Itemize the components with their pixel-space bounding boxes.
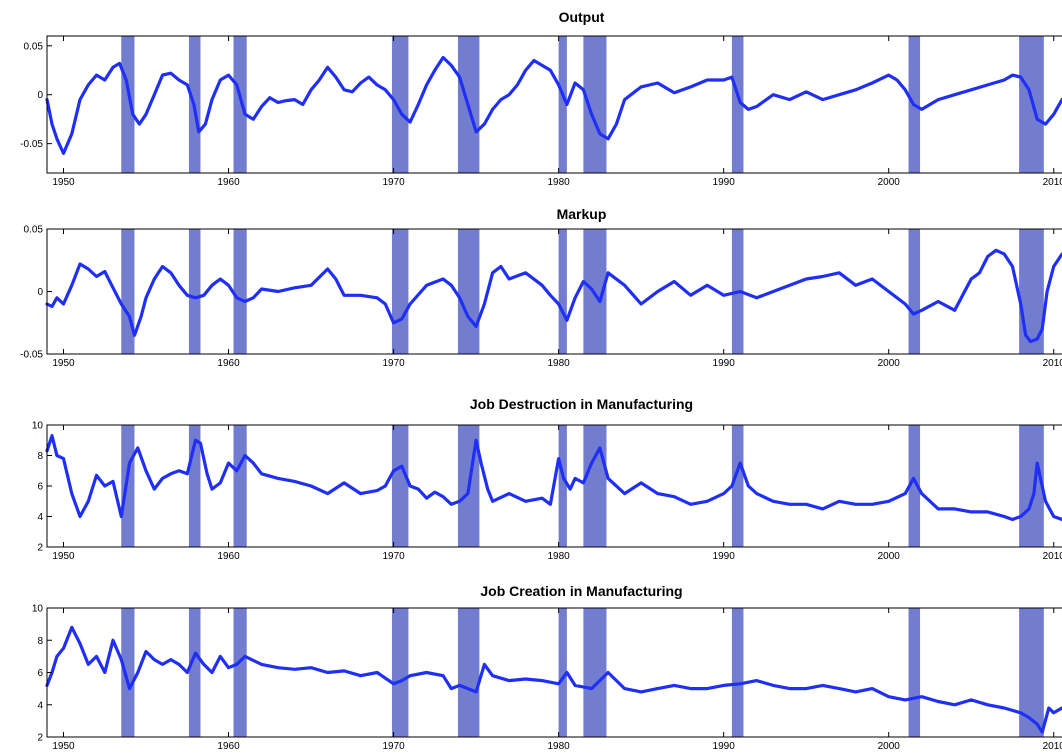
panel-title: Markup: [557, 206, 607, 222]
y-tick-label: 4: [37, 512, 43, 523]
y-tick-label: 8: [37, 636, 43, 647]
x-tick-label: 2000: [878, 551, 901, 562]
recession-band: [188, 608, 201, 737]
recession-band: [188, 229, 201, 354]
x-tick-label: 1960: [217, 177, 240, 188]
y-tick-label: 0: [37, 287, 43, 298]
x-tick-label: 1950: [52, 177, 75, 188]
x-tick-label: 1980: [548, 741, 571, 752]
panel-title: Job Destruction in Manufacturing: [470, 396, 693, 412]
x-tick-label: 1980: [548, 177, 571, 188]
x-tick-label: 1960: [217, 741, 240, 752]
x-tick-label: 2000: [878, 358, 901, 369]
panel-3: 1950 1960 1970 1980 1990 2000 2010 2 4 6 8 10 Job De…: [32, 396, 1062, 562]
x-tick-label: 2000: [878, 177, 901, 188]
x-tick-label: 1950: [52, 551, 75, 562]
panel-title: Job Creation in Manufacturing: [480, 583, 682, 599]
x-tick-label: 1990: [713, 358, 736, 369]
recession-band: [558, 425, 567, 547]
recession-band: [731, 36, 744, 173]
series-line: [45, 434, 1062, 522]
y-tick-label: 6: [37, 482, 43, 493]
recession-band: [391, 608, 409, 737]
series-line: [45, 625, 1062, 734]
recession-band: [908, 425, 921, 547]
panel-title: Output: [559, 9, 605, 25]
recession-band: [121, 36, 135, 173]
axis-frame: [46, 35, 1062, 174]
x-tick-label: 1970: [382, 551, 405, 562]
x-tick-label: 1950: [52, 358, 75, 369]
recession-band: [391, 229, 409, 354]
x-tick-label: 2000: [878, 741, 901, 752]
x-tick-label: 2010: [1043, 177, 1062, 188]
y-tick-label: 6: [37, 668, 43, 679]
x-tick-label: 1990: [713, 177, 736, 188]
recession-band: [121, 425, 135, 547]
series-line: [45, 55, 1062, 155]
x-tick-label: 1960: [217, 358, 240, 369]
y-tick-label: 2: [37, 543, 43, 554]
y-tick-label: -0.05: [20, 350, 43, 361]
recession-band: [583, 425, 607, 547]
recession-band: [121, 229, 135, 354]
y-tick-label: 10: [32, 604, 44, 615]
panel-2: 1950 1960 1970 1980 1990 2000 2010 -0.05 0 0.05 Ma…: [20, 206, 1062, 369]
y-tick-label: 4: [37, 700, 43, 711]
x-tick-label: 1950: [52, 741, 75, 752]
recession-band: [558, 229, 567, 354]
recession-band: [391, 425, 409, 547]
recession-band: [1019, 425, 1044, 547]
x-tick-label: 2010: [1043, 551, 1062, 562]
x-tick-label: 1990: [713, 741, 736, 752]
series-line: [45, 248, 1062, 344]
x-tick-label: 1980: [548, 551, 571, 562]
recession-band: [908, 608, 921, 737]
x-tick-label: 1960: [217, 551, 240, 562]
x-tick-label: 1970: [382, 177, 405, 188]
recession-band: [731, 608, 744, 737]
y-tick-label: 2: [37, 733, 43, 744]
recession-band: [188, 425, 201, 547]
x-tick-label: 1970: [382, 358, 405, 369]
recession-band: [731, 425, 744, 547]
recession-band: [233, 425, 247, 547]
y-tick-label: 8: [37, 451, 43, 462]
y-tick-label: 0.05: [24, 225, 44, 236]
recession-band: [457, 608, 480, 737]
recession-band: [233, 229, 247, 354]
y-tick-label: 10: [32, 421, 44, 432]
recession-band: [583, 36, 607, 173]
y-tick-label: 0: [37, 90, 43, 101]
recession-band: [233, 608, 247, 737]
x-tick-label: 1980: [548, 358, 571, 369]
recession-band: [121, 608, 135, 737]
y-tick-label: -0.05: [20, 139, 43, 150]
x-tick-label: 1990: [713, 551, 736, 562]
recession-band: [558, 608, 567, 737]
recession-band: [908, 229, 921, 354]
y-tick-label: 0.05: [24, 41, 44, 52]
x-tick-label: 1970: [382, 741, 405, 752]
x-tick-label: 2010: [1043, 741, 1062, 752]
recession-band: [233, 36, 247, 173]
recession-band: [583, 608, 607, 737]
panel-4: 1950 1960 1970 1980 1990 2000 2010 2 4 6 8 10 Job Cr…: [32, 583, 1062, 752]
x-tick-label: 2010: [1043, 358, 1062, 369]
recession-band: [391, 36, 409, 173]
recession-band: [457, 229, 480, 354]
recession-band: [558, 36, 567, 173]
panel-1: 1950 1960 1970 1980 1990 2000 2010 -0.05 0 0.05 Ou…: [20, 9, 1062, 188]
